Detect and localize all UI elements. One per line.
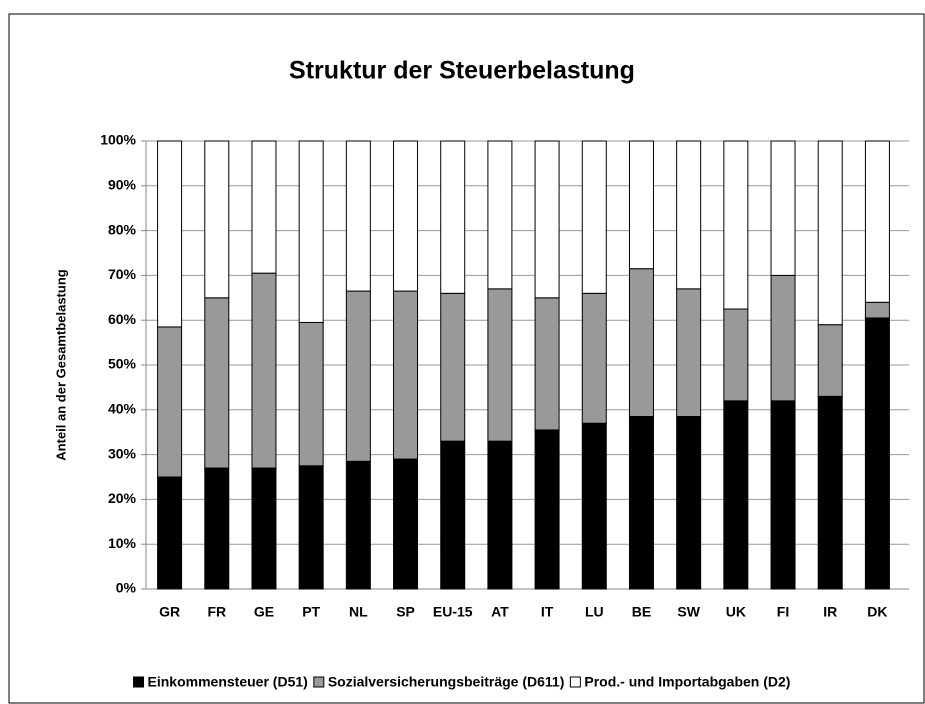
bar-segment xyxy=(157,326,183,478)
bar-segment xyxy=(298,140,324,323)
y-tick-label: 30% xyxy=(108,445,137,461)
bar-segment xyxy=(440,140,466,294)
legend-swatch xyxy=(133,676,145,688)
x-tick-label: AT xyxy=(491,604,509,620)
bar-segment xyxy=(393,140,419,292)
bar-segment xyxy=(628,140,654,270)
bar-segment xyxy=(298,321,324,467)
bar-segment xyxy=(581,140,607,294)
bar-segment xyxy=(393,458,419,590)
bar-segment xyxy=(251,140,277,274)
bar-segment xyxy=(345,290,371,462)
bar-segment xyxy=(204,297,230,469)
bar-segment xyxy=(298,465,324,590)
x-tick-label: LU xyxy=(585,604,604,620)
bar-segment xyxy=(345,140,371,292)
y-tick-label: 60% xyxy=(108,311,137,327)
bar-segment xyxy=(817,324,843,397)
x-tick-label: EU-15 xyxy=(433,604,473,620)
x-tick-label: FI xyxy=(777,604,789,620)
y-axis-label: Anteil an der Gesamtbelastung xyxy=(53,269,68,460)
x-tick-label: PT xyxy=(302,604,320,620)
x-tick-label: BE xyxy=(632,604,651,620)
bar-segment xyxy=(487,288,513,442)
x-tick-label: DK xyxy=(867,604,887,620)
y-tick-label: 0% xyxy=(116,580,137,596)
legend-swatch xyxy=(569,676,581,688)
bar-segment xyxy=(676,140,702,290)
bar-segment xyxy=(157,476,183,590)
y-tick-label: 20% xyxy=(108,490,137,506)
bar-segment xyxy=(581,292,607,424)
legend-label: Einkommensteuer (D51) xyxy=(148,674,308,690)
x-tick-label: SW xyxy=(677,604,700,620)
legend-label: Sozialversicherungsbeiträge (D611) xyxy=(328,674,565,690)
bar-segment xyxy=(440,292,466,442)
bar-segment xyxy=(251,272,277,469)
x-tick-label: UK xyxy=(726,604,746,620)
legend-swatch xyxy=(313,676,325,688)
bar-segment xyxy=(864,317,890,590)
bar-segment xyxy=(723,140,749,310)
bar-segment xyxy=(628,416,654,590)
bar-segment xyxy=(204,467,230,590)
bar-segment xyxy=(157,140,183,328)
bar-segment xyxy=(817,395,843,590)
bar-segment xyxy=(534,297,560,431)
y-tick-label: 80% xyxy=(108,221,137,237)
bar-segment xyxy=(723,400,749,590)
bar-segment xyxy=(628,268,654,418)
bar-segment xyxy=(864,140,890,303)
x-tick-label: IT xyxy=(541,604,554,620)
legend-label: Prod.- und Importabgaben (D2) xyxy=(584,674,790,690)
bar-segment xyxy=(534,429,560,590)
bar-segment xyxy=(723,308,749,402)
x-tick-label: NL xyxy=(349,604,368,620)
bar-segment xyxy=(487,140,513,290)
bar-segment xyxy=(864,301,890,319)
bar-segment xyxy=(440,440,466,590)
x-tick-label: GR xyxy=(159,604,180,620)
y-tick-label: 90% xyxy=(108,177,137,193)
bar-segment xyxy=(770,400,796,590)
bar-segment xyxy=(534,140,560,299)
y-tick-label: 70% xyxy=(108,266,137,282)
chart-title: Struktur der Steuerbelastung xyxy=(289,57,635,85)
y-tick-label: 40% xyxy=(108,401,137,417)
x-tick-label: FR xyxy=(207,604,226,620)
bar-segment xyxy=(770,140,796,276)
bar-segment xyxy=(345,460,371,590)
y-tick-label: 50% xyxy=(108,356,137,372)
bar-segment xyxy=(204,140,230,299)
x-tick-label: IR xyxy=(823,604,837,620)
bar-segment xyxy=(770,274,796,402)
bar-segment xyxy=(393,290,419,460)
bar-segment xyxy=(487,440,513,590)
x-tick-label: SP xyxy=(396,604,415,620)
bar-segment xyxy=(676,416,702,590)
bar-segment xyxy=(251,467,277,590)
x-tick-label: GE xyxy=(254,604,274,620)
y-tick-label: 100% xyxy=(100,132,136,148)
y-tick-label: 10% xyxy=(108,535,137,551)
bar-segment xyxy=(817,140,843,326)
bar-segment xyxy=(676,288,702,418)
bar-segment xyxy=(581,422,607,590)
